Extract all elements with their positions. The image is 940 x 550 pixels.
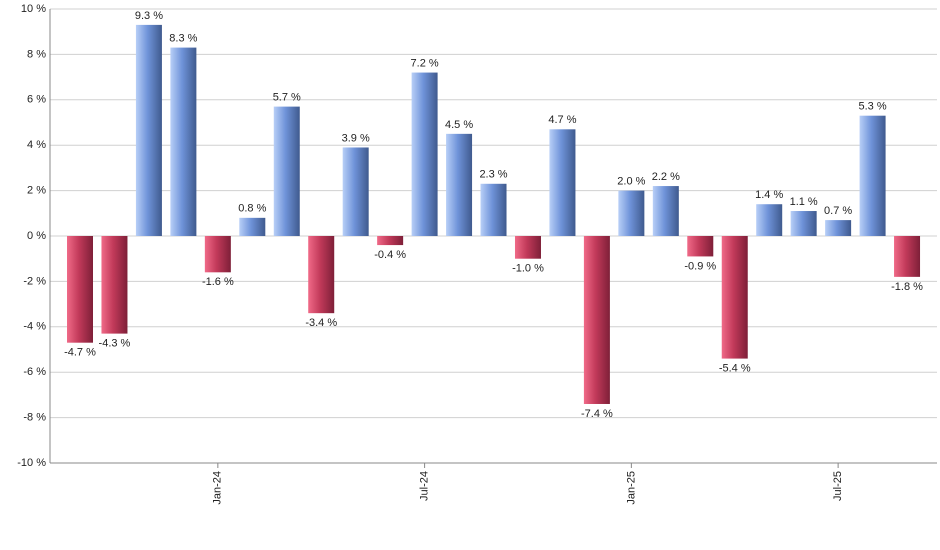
x-tick-label: Jan-25 xyxy=(625,471,637,505)
bar xyxy=(377,236,404,246)
x-tick-label: Jul-25 xyxy=(832,471,844,501)
y-tick-label: -8 % xyxy=(23,412,46,424)
bar xyxy=(721,236,748,359)
value-label: 2.0 % xyxy=(617,176,645,188)
bar xyxy=(859,115,886,236)
bar xyxy=(549,129,576,236)
bar xyxy=(135,24,162,236)
value-label: 0.7 % xyxy=(824,205,852,217)
value-label: 4.5 % xyxy=(445,119,473,131)
value-label: 4.7 % xyxy=(548,114,576,126)
bar xyxy=(67,236,93,343)
value-label: -7.4 % xyxy=(581,408,613,420)
x-tick-label: Jul-24 xyxy=(419,471,431,501)
value-label: 2.3 % xyxy=(479,169,507,181)
bar xyxy=(446,133,473,236)
value-label: -0.9 % xyxy=(684,260,716,272)
bar xyxy=(239,217,266,236)
bar xyxy=(652,186,679,236)
y-tick-label: 0 % xyxy=(27,230,46,242)
y-tick-label: 2 % xyxy=(27,185,46,197)
value-label: 1.4 % xyxy=(755,189,783,201)
value-label: -1.0 % xyxy=(512,263,544,275)
y-tick-label: 8 % xyxy=(27,48,46,60)
bar xyxy=(273,106,300,236)
bar xyxy=(204,236,231,273)
value-label: -5.4 % xyxy=(719,362,751,374)
y-tick-label: 10 % xyxy=(21,3,46,15)
value-label: 1.1 % xyxy=(790,196,818,208)
value-label: 5.3 % xyxy=(859,101,887,113)
y-tick-label: -10 % xyxy=(17,457,46,469)
bar xyxy=(411,72,438,236)
value-label: 0.8 % xyxy=(238,203,266,215)
bar xyxy=(687,236,714,257)
value-label: 7.2 % xyxy=(411,57,439,69)
value-label: 2.2 % xyxy=(652,171,680,183)
value-label: 9.3 % xyxy=(135,10,163,22)
bar xyxy=(583,236,610,404)
value-label: -3.4 % xyxy=(305,317,337,329)
x-tick-label: Jan-24 xyxy=(212,471,224,505)
y-tick-label: -2 % xyxy=(23,275,46,287)
bar xyxy=(101,236,128,334)
y-tick-label: -6 % xyxy=(23,366,46,378)
value-label: 3.9 % xyxy=(342,132,370,144)
value-label: -0.4 % xyxy=(374,249,406,261)
bar xyxy=(308,236,335,314)
bar xyxy=(756,204,783,236)
bar xyxy=(825,220,852,236)
bar xyxy=(342,147,369,236)
value-label: 5.7 % xyxy=(273,92,301,104)
value-label: -4.3 % xyxy=(99,338,131,350)
value-label: -1.6 % xyxy=(202,276,234,288)
y-tick-label: 6 % xyxy=(27,94,46,106)
y-tick-label: 4 % xyxy=(27,139,46,151)
bar xyxy=(514,236,541,259)
bar xyxy=(480,183,507,236)
bar xyxy=(618,190,645,236)
y-tick-label: -4 % xyxy=(23,321,46,333)
bar xyxy=(894,236,921,277)
value-label: -1.8 % xyxy=(891,281,923,293)
value-label: -4.7 % xyxy=(64,347,96,359)
bar xyxy=(790,211,817,236)
value-label: 8.3 % xyxy=(169,32,197,44)
bar xyxy=(170,47,197,237)
